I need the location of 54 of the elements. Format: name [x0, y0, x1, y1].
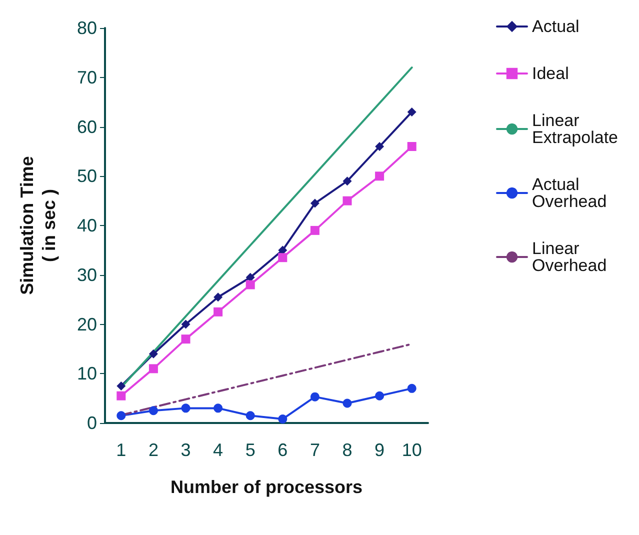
point — [181, 334, 190, 344]
legend-label: Actual Overhead — [532, 175, 607, 211]
point — [375, 391, 384, 400]
y-axis-title: Simulation Time ( in sec ) — [17, 156, 59, 295]
point — [214, 307, 223, 316]
x-tick-label: 9 — [374, 440, 385, 460]
point — [116, 381, 126, 390]
point — [310, 198, 320, 208]
legend-label: Ideal — [532, 64, 569, 83]
point — [375, 172, 384, 181]
y-tick-label: 60 — [76, 116, 97, 137]
point — [278, 414, 288, 424]
x-tick-label: 2 — [148, 440, 158, 460]
point — [214, 292, 223, 302]
legend-label: Actual — [532, 17, 580, 36]
x-tick-label: 6 — [278, 440, 288, 460]
x-tick-label: 5 — [245, 440, 256, 460]
point — [407, 107, 416, 116]
point — [116, 411, 126, 420]
y-tick-label: 10 — [76, 364, 97, 384]
x-tick-label: 1 — [116, 440, 126, 460]
point — [342, 176, 352, 186]
point — [181, 404, 190, 413]
point — [214, 404, 223, 413]
point — [148, 364, 158, 374]
point — [342, 398, 352, 408]
y-tick-label: 80 — [76, 18, 97, 38]
y-tick-label: 50 — [76, 166, 97, 186]
legend-label: Linear Overhead — [532, 239, 607, 275]
point — [310, 392, 320, 402]
y-tick-label: 20 — [76, 314, 97, 334]
y-tick-label: 30 — [76, 264, 97, 285]
point — [148, 349, 158, 358]
x-tick-label: 4 — [213, 440, 224, 460]
point — [278, 253, 288, 262]
x-axis-title: Number of processors — [170, 477, 363, 497]
point — [148, 406, 158, 416]
x-tick-label: 8 — [342, 440, 352, 460]
y-tick-label: 0 — [86, 413, 97, 433]
point — [407, 384, 416, 393]
y-tick-label: 70 — [76, 67, 97, 88]
point — [342, 196, 352, 206]
x-tick-label: 3 — [180, 440, 191, 460]
y-tick-label: 40 — [76, 216, 97, 236]
point — [246, 280, 255, 290]
point — [407, 142, 416, 151]
point — [310, 226, 320, 235]
point — [116, 391, 126, 400]
x-tick-label: 7 — [310, 440, 320, 460]
point — [246, 411, 255, 420]
legend-label: Linear Extrapolate — [532, 111, 618, 147]
point — [181, 320, 190, 329]
point — [375, 142, 384, 151]
x-tick-label: 10 — [402, 440, 422, 460]
